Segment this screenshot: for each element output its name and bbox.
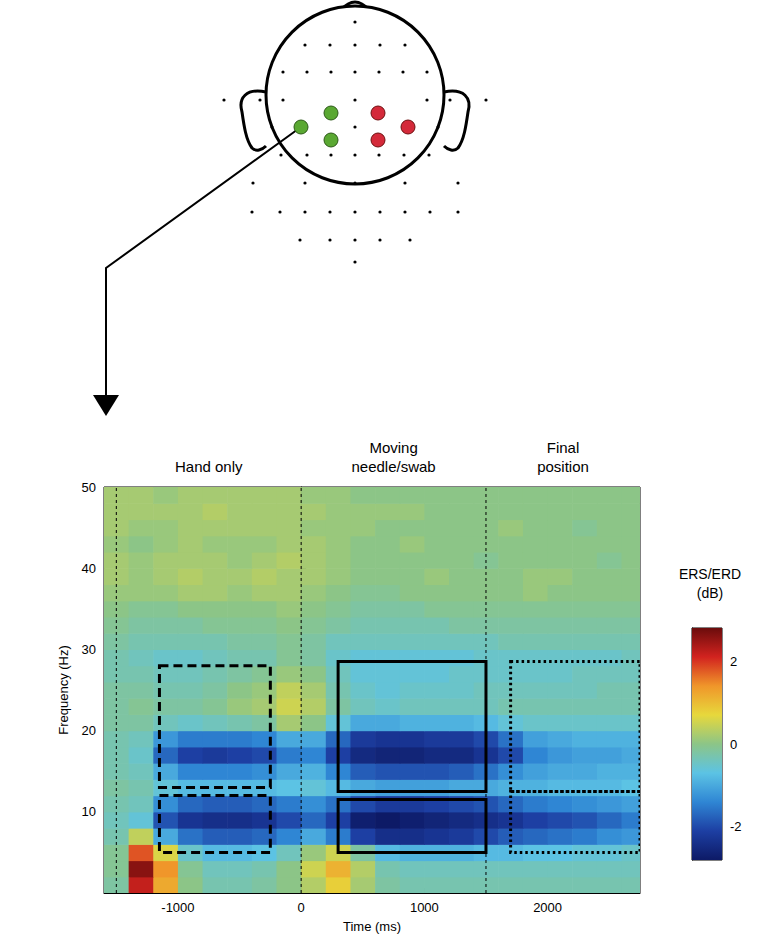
svg-text:Hand only: Hand only (175, 458, 243, 475)
svg-text:50: 50 (82, 480, 96, 495)
svg-text:30: 30 (82, 642, 96, 657)
svg-text:-2: -2 (730, 819, 742, 834)
svg-text:needle/swab: needle/swab (351, 458, 435, 475)
svg-text:10: 10 (82, 804, 96, 819)
svg-text:0: 0 (298, 900, 305, 915)
svg-text:Frequency (Hz): Frequency (Hz) (56, 645, 71, 735)
svg-text:2000: 2000 (533, 900, 562, 915)
svg-text:(dB): (dB) (697, 585, 723, 601)
svg-text:position: position (537, 458, 589, 475)
svg-text:-1000: -1000 (161, 900, 194, 915)
svg-text:2: 2 (730, 654, 737, 669)
svg-text:40: 40 (82, 561, 96, 576)
svg-text:0: 0 (730, 737, 737, 752)
svg-text:Moving: Moving (369, 439, 417, 456)
svg-text:Time (ms): Time (ms) (343, 919, 401, 934)
svg-text:1000: 1000 (410, 900, 439, 915)
svg-text:Final: Final (547, 439, 580, 456)
svg-text:ERS/ERD: ERS/ERD (679, 566, 741, 582)
svg-text:20: 20 (82, 723, 96, 738)
